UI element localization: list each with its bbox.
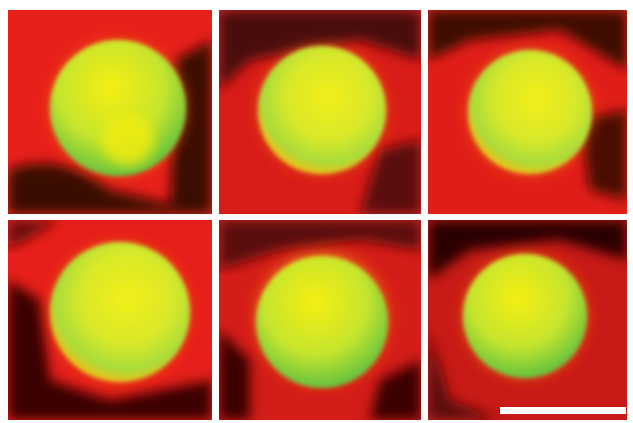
panel	[219, 10, 421, 214]
panel	[428, 220, 627, 420]
panel	[8, 220, 212, 420]
panel	[428, 10, 627, 214]
scale-bar	[500, 407, 626, 414]
panel	[219, 220, 421, 420]
panel	[8, 10, 212, 214]
